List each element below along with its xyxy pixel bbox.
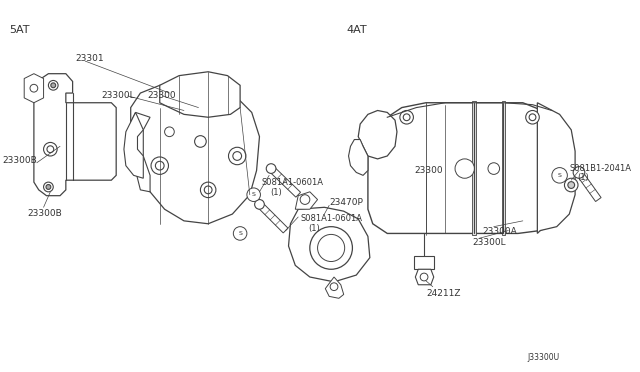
Polygon shape xyxy=(368,103,561,234)
Circle shape xyxy=(317,234,345,262)
Circle shape xyxy=(568,182,575,189)
Circle shape xyxy=(300,195,310,204)
Text: (1): (1) xyxy=(308,224,319,233)
Circle shape xyxy=(330,283,338,291)
Polygon shape xyxy=(269,166,301,197)
Polygon shape xyxy=(295,192,317,209)
Polygon shape xyxy=(325,277,344,298)
Text: 5AT: 5AT xyxy=(10,25,30,35)
FancyBboxPatch shape xyxy=(414,256,434,269)
Circle shape xyxy=(228,147,246,165)
Text: 23300B: 23300B xyxy=(2,156,36,165)
Polygon shape xyxy=(538,103,575,234)
Text: (1): (1) xyxy=(577,173,589,182)
Circle shape xyxy=(529,114,536,121)
Text: J33300U: J33300U xyxy=(527,353,560,362)
Text: 23300A: 23300A xyxy=(482,227,517,236)
Circle shape xyxy=(310,227,353,269)
Circle shape xyxy=(266,164,276,173)
Polygon shape xyxy=(257,202,288,233)
Polygon shape xyxy=(358,110,397,159)
Polygon shape xyxy=(160,72,240,117)
Polygon shape xyxy=(349,140,368,175)
Polygon shape xyxy=(576,170,601,202)
Polygon shape xyxy=(415,269,434,285)
Polygon shape xyxy=(34,74,116,196)
Circle shape xyxy=(156,161,164,170)
Circle shape xyxy=(44,182,53,192)
Circle shape xyxy=(403,114,410,121)
Circle shape xyxy=(195,136,206,147)
Polygon shape xyxy=(289,207,370,282)
Circle shape xyxy=(200,182,216,198)
Circle shape xyxy=(525,110,540,124)
Circle shape xyxy=(488,163,500,174)
Text: 4AT: 4AT xyxy=(347,25,367,35)
Text: 23300L: 23300L xyxy=(472,238,506,247)
Text: S081B1-2041A: S081B1-2041A xyxy=(570,164,631,173)
Text: 24211Z: 24211Z xyxy=(426,289,461,298)
Polygon shape xyxy=(24,74,44,103)
Circle shape xyxy=(47,146,54,153)
Circle shape xyxy=(247,188,260,202)
Text: (1): (1) xyxy=(270,188,282,197)
Circle shape xyxy=(44,142,57,156)
Circle shape xyxy=(51,83,56,88)
Circle shape xyxy=(234,227,247,240)
Circle shape xyxy=(164,127,174,137)
Circle shape xyxy=(455,159,474,178)
Circle shape xyxy=(151,157,168,174)
Circle shape xyxy=(30,84,38,92)
Text: S: S xyxy=(557,173,561,178)
Polygon shape xyxy=(124,112,143,178)
Circle shape xyxy=(233,152,241,160)
Circle shape xyxy=(204,186,212,194)
Text: S081A1-0601A: S081A1-0601A xyxy=(261,178,323,187)
Polygon shape xyxy=(502,101,506,235)
Text: 23300: 23300 xyxy=(414,166,443,175)
Polygon shape xyxy=(131,112,150,192)
Circle shape xyxy=(573,167,585,178)
Text: 23300L: 23300L xyxy=(102,91,135,100)
Text: S081A1-0601A: S081A1-0601A xyxy=(300,214,362,223)
Polygon shape xyxy=(472,101,476,235)
Circle shape xyxy=(255,199,264,209)
Circle shape xyxy=(552,168,567,183)
Text: 23300: 23300 xyxy=(147,91,176,100)
Text: S: S xyxy=(252,192,255,197)
Circle shape xyxy=(46,185,51,189)
Text: 23300B: 23300B xyxy=(27,209,62,218)
Circle shape xyxy=(420,273,428,281)
Circle shape xyxy=(564,178,578,192)
Text: S: S xyxy=(238,231,242,236)
Polygon shape xyxy=(131,85,259,224)
Text: 23470P: 23470P xyxy=(329,198,363,206)
Text: 23301: 23301 xyxy=(76,54,104,63)
Circle shape xyxy=(49,80,58,90)
Circle shape xyxy=(400,110,413,124)
